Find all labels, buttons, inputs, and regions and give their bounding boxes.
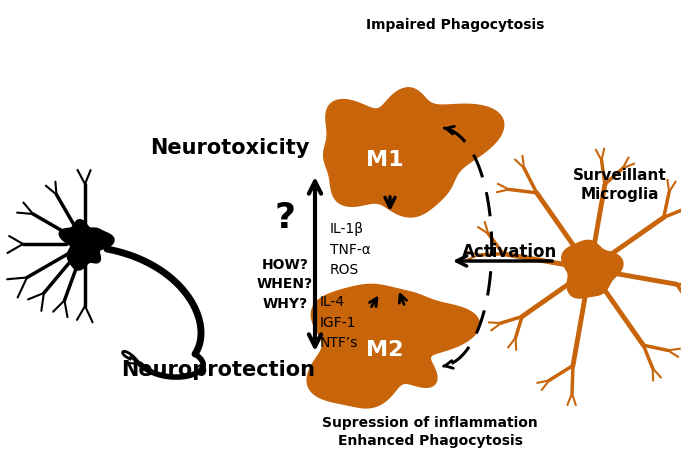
- Text: M1: M1: [366, 149, 404, 169]
- Text: HOW?
WHEN?
WHY?: HOW? WHEN? WHY?: [257, 258, 313, 310]
- Text: Neuroprotection: Neuroprotection: [121, 359, 315, 379]
- Polygon shape: [59, 220, 114, 270]
- Polygon shape: [307, 285, 479, 408]
- Text: Neurotoxicity: Neurotoxicity: [151, 138, 310, 158]
- Text: ?: ?: [274, 200, 296, 235]
- Text: IL-1β
TNF-α
ROS: IL-1β TNF-α ROS: [330, 221, 371, 277]
- Text: Impaired Phagocytosis: Impaired Phagocytosis: [366, 18, 544, 32]
- Text: M2: M2: [366, 339, 404, 359]
- Text: Activation: Activation: [462, 242, 558, 260]
- Polygon shape: [562, 241, 623, 298]
- Polygon shape: [323, 89, 504, 218]
- Text: Supression of inflammation
Enhanced Phagocytosis: Supression of inflammation Enhanced Phag…: [322, 415, 538, 447]
- Text: IL-4
IGF-1
NTF’s: IL-4 IGF-1 NTF’s: [320, 294, 358, 349]
- Text: Surveillant
Microglia: Surveillant Microglia: [573, 167, 667, 202]
